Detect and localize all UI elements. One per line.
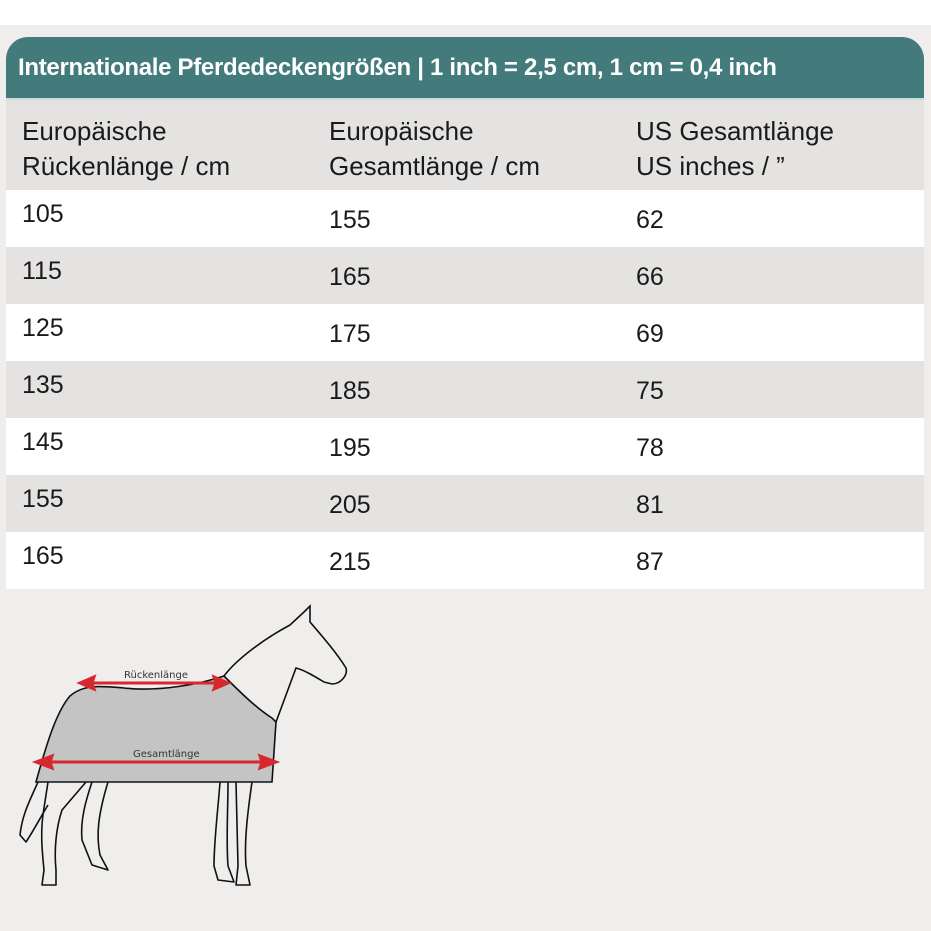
cell-total-length: 195	[329, 434, 371, 462]
size-table: Internationale Pferdedeckengrößen | 1 in…	[6, 37, 924, 589]
table-header-row: Europäische Rückenlänge / cm Europäische…	[6, 100, 924, 190]
arrow-left-icon	[76, 674, 97, 692]
cell-us-inches: 69	[636, 320, 664, 348]
cell-back-length: 155	[22, 485, 64, 513]
cell-total-length: 155	[329, 206, 371, 234]
horse-rug-illustration: Rückenlänge Gesamtlänge	[19, 604, 348, 886]
table-row: 115 165 66	[6, 247, 924, 304]
cell-us-inches: 78	[636, 434, 664, 462]
cell-us-inches: 62	[636, 206, 664, 234]
cell-total-length: 215	[329, 548, 371, 576]
table-body: 105 155 62 115 165 66 125 175 69 135 185…	[6, 190, 924, 589]
cell-us-inches: 87	[636, 548, 664, 576]
cell-total-length: 185	[329, 377, 371, 405]
cell-us-inches: 75	[636, 377, 664, 405]
total-length-label: Gesamtlänge	[133, 749, 200, 760]
horse-head-icon	[223, 604, 348, 723]
cell-back-length: 145	[22, 428, 64, 456]
table-row: 135 185 75	[6, 361, 924, 418]
table-row: 105 155 62	[6, 190, 924, 247]
cell-back-length: 135	[22, 371, 64, 399]
table-row: 165 215 87	[6, 532, 924, 589]
cell-total-length: 175	[329, 320, 371, 348]
cell-total-length: 165	[329, 263, 371, 291]
rug-shape	[34, 675, 277, 783]
cell-us-inches: 66	[636, 263, 664, 291]
cell-back-length: 125	[22, 314, 64, 342]
column-header-us-inches: US Gesamtlänge US inches / ”	[636, 116, 834, 181]
table-title: Internationale Pferdedeckengrößen | 1 in…	[6, 37, 924, 100]
horse-legs-icon	[19, 781, 253, 886]
column-header-total-length: Europäische Gesamtlänge / cm	[329, 116, 540, 181]
cell-back-length: 115	[22, 257, 62, 285]
column-header-back-length: Europäische Rückenlänge / cm	[22, 116, 231, 181]
table-row: 145 195 78	[6, 418, 924, 475]
arrow-left-icon	[31, 753, 55, 771]
measurement-arrows	[31, 674, 281, 771]
cell-back-length: 105	[22, 200, 64, 228]
cell-total-length: 205	[329, 491, 371, 519]
arrow-right-icon	[257, 753, 281, 771]
table-row: 155 205 81	[6, 475, 924, 532]
table-row: 125 175 69	[6, 304, 924, 361]
cell-back-length: 165	[22, 542, 64, 570]
cell-us-inches: 81	[636, 491, 664, 519]
arrow-right-icon	[211, 674, 232, 692]
back-length-label: Rückenlänge	[124, 670, 188, 681]
